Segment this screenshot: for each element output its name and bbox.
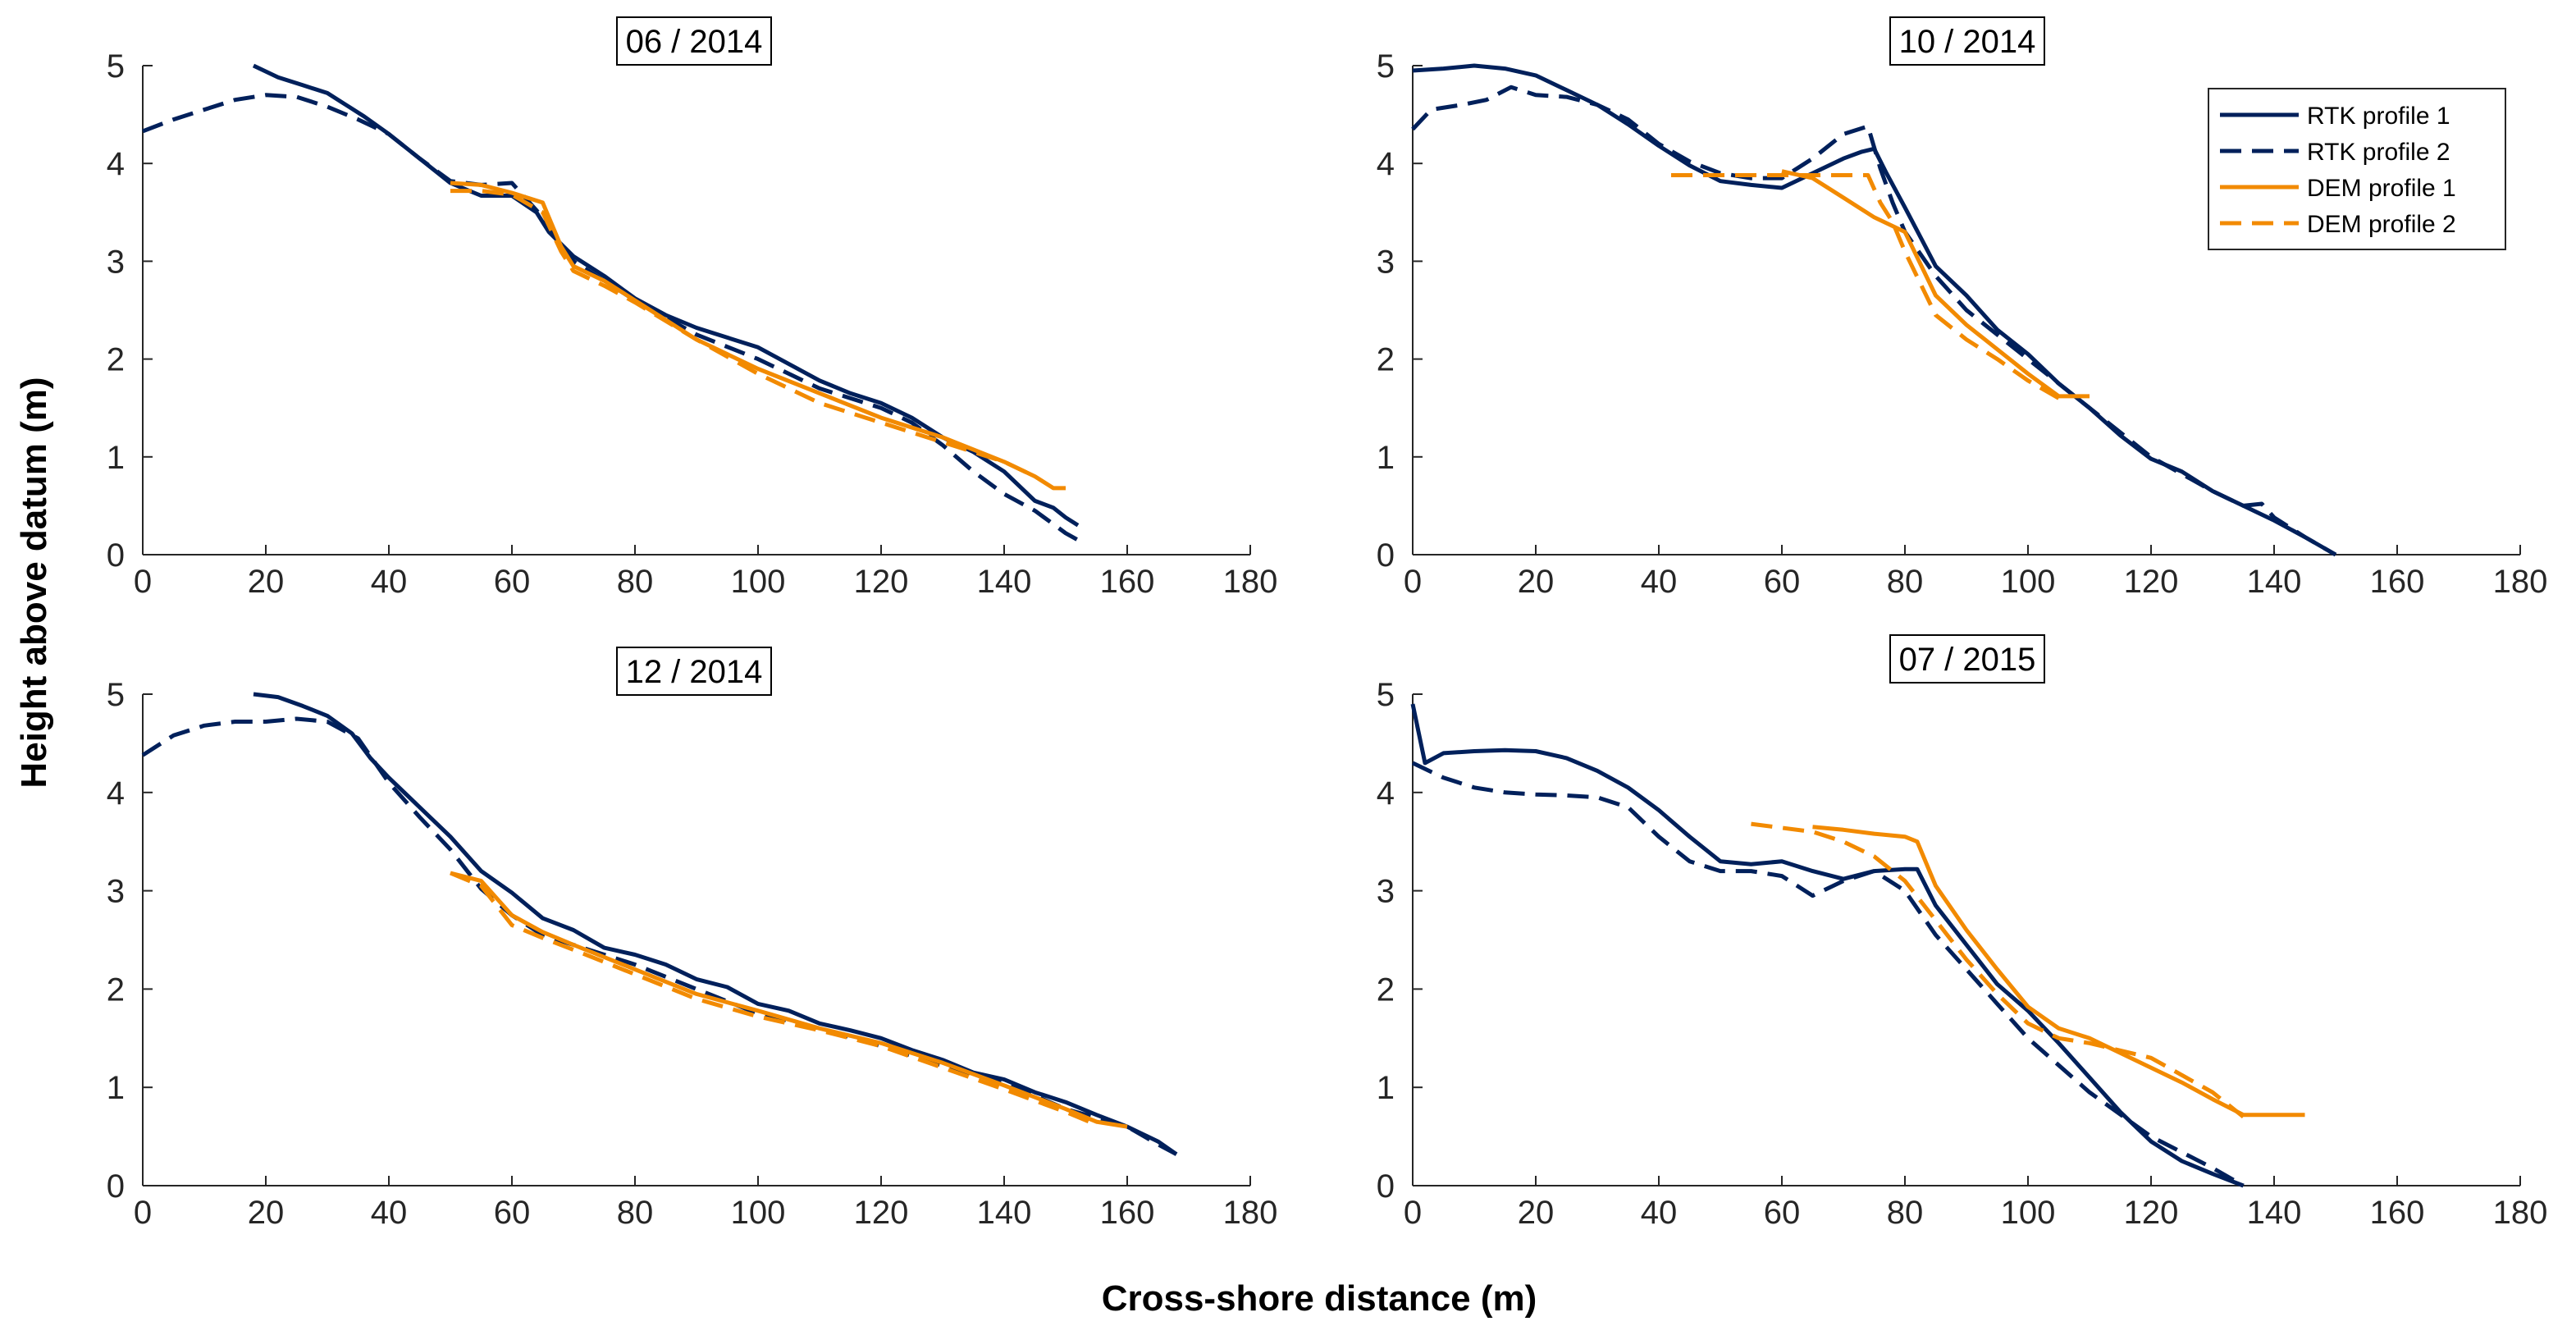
series-line-rtk-profile-2 xyxy=(1411,761,2245,1188)
series-line-dem-profile-2 xyxy=(1671,173,2060,400)
x-tick-label: 20 xyxy=(248,1195,285,1231)
x-tick-label: 180 xyxy=(2493,1195,2548,1231)
y-tick-label: 4 xyxy=(107,775,125,812)
x-tick-label: 80 xyxy=(1887,1195,1924,1231)
y-tick-label: 0 xyxy=(107,537,125,574)
y-tick-label: 0 xyxy=(1377,537,1395,574)
series-line-dem-profile-1 xyxy=(1812,825,2305,1118)
y-tick-label: 4 xyxy=(1377,775,1395,812)
y-tick-label: 5 xyxy=(107,677,125,713)
panel-title: 12 / 2014 xyxy=(626,654,763,690)
y-tick-label: 3 xyxy=(107,874,125,910)
y-tick-label: 2 xyxy=(107,972,125,1008)
x-tick-label: 120 xyxy=(854,1195,909,1231)
y-tick-label: 3 xyxy=(1377,244,1395,280)
panel-title-box xyxy=(616,16,772,66)
x-tick-label: 60 xyxy=(494,1195,531,1231)
y-tick-label: 2 xyxy=(1377,972,1395,1008)
panel-title-box xyxy=(1889,634,2045,684)
x-tick-label: 120 xyxy=(854,564,909,600)
x-tick-label: 140 xyxy=(977,1195,1032,1231)
panel-title-box xyxy=(616,647,772,696)
series-line-rtk-profile-2 xyxy=(142,93,1080,542)
x-tick-label: 0 xyxy=(1404,1195,1422,1231)
x-tick-label: 120 xyxy=(2124,1195,2179,1231)
y-tick-label: 4 xyxy=(107,146,125,182)
x-tick-label: 40 xyxy=(1641,1195,1678,1231)
x-tick-label: 140 xyxy=(2247,1195,2302,1231)
y-tick-label: 5 xyxy=(1377,677,1395,713)
y-axis-label: Height above datum (m) xyxy=(14,377,54,788)
x-tick-label: 80 xyxy=(1887,564,1924,600)
series-line-dem-profile-1 xyxy=(450,181,1066,491)
x-tick-label: 160 xyxy=(1100,1195,1155,1231)
x-tick-label: 20 xyxy=(1518,1195,1555,1231)
series-line-rtk-profile-1 xyxy=(1410,703,2245,1188)
x-tick-label: 180 xyxy=(1223,1195,1278,1231)
x-tick-label: 80 xyxy=(617,564,654,600)
x-tick-label: 40 xyxy=(371,564,408,600)
panel-title-box xyxy=(1889,16,2045,66)
x-tick-label: 120 xyxy=(2124,564,2179,600)
x-tick-label: 140 xyxy=(977,564,1032,600)
x-tick-label: 180 xyxy=(1223,564,1278,600)
series-line-rtk-profile-2 xyxy=(141,716,1178,1156)
series-line-dem-profile-2 xyxy=(1751,821,2245,1119)
y-tick-label: 1 xyxy=(107,440,125,476)
series-line-rtk-profile-1 xyxy=(253,692,1178,1156)
y-tick-label: 2 xyxy=(107,342,125,378)
legend: RTK profile 1 RTK profile 2 DEM profile 1 D… xyxy=(2208,88,2506,250)
y-tick-label: 3 xyxy=(107,244,125,280)
x-tick-label: 160 xyxy=(1100,564,1155,600)
series-line-dem-profile-1 xyxy=(450,871,1128,1129)
y-tick-label: 4 xyxy=(1377,146,1395,182)
x-tick-label: 60 xyxy=(1764,1195,1801,1231)
x-tick-label: 80 xyxy=(617,1195,654,1231)
x-tick-label: 100 xyxy=(731,1195,786,1231)
x-tick-label: 60 xyxy=(494,564,531,600)
legend-label: RTK profile 1 xyxy=(2307,103,2450,130)
x-tick-label: 100 xyxy=(731,564,786,600)
panel-title: 07 / 2015 xyxy=(1899,642,2036,678)
panel-2: 0 20 40 60 80 100 120 140 160 180 0 1 2 3 4 5 10 / 2014 xyxy=(1377,16,2548,600)
series-line-dem-profile-2 xyxy=(450,189,1036,478)
x-tick-label: 0 xyxy=(1404,564,1422,600)
x-tick-label: 60 xyxy=(1764,564,1801,600)
series-line-dem-profile-2 xyxy=(450,871,1098,1127)
legend-label: DEM profile 2 xyxy=(2307,211,2456,238)
y-tick-label: 3 xyxy=(1377,874,1395,910)
y-tick-label: 2 xyxy=(1377,342,1395,378)
panel-title: 06 / 2014 xyxy=(626,24,763,60)
panel-title: 10 / 2014 xyxy=(1899,24,2036,60)
x-tick-label: 0 xyxy=(134,1195,152,1231)
x-tick-label: 40 xyxy=(371,1195,408,1231)
panel-1: 0 20 40 60 80 100 120 140 160 180 0 1 2 3 4 5 06 / 2014 xyxy=(107,16,1278,600)
y-tick-label: 5 xyxy=(1377,48,1395,85)
legend-label: RTK profile 2 xyxy=(2307,139,2450,166)
x-tick-label: 20 xyxy=(1518,564,1555,600)
x-tick-label: 160 xyxy=(2370,564,2425,600)
x-tick-label: 0 xyxy=(134,564,152,600)
x-tick-label: 100 xyxy=(2001,564,2056,600)
y-tick-label: 5 xyxy=(107,48,125,85)
x-tick-label: 160 xyxy=(2370,1195,2425,1231)
y-tick-label: 1 xyxy=(107,1070,125,1106)
panel-3: 0 20 40 60 80 100 120 140 160 180 0 1 2 3 4 5 12 / 2014 xyxy=(107,647,1278,1231)
series-line-dem-profile-1 xyxy=(1781,169,2090,399)
x-axis-label: Cross-shore distance (m) xyxy=(1102,1278,1537,1319)
x-tick-label: 180 xyxy=(2493,564,2548,600)
y-tick-label: 1 xyxy=(1377,440,1395,476)
x-tick-label: 40 xyxy=(1641,564,1678,600)
y-tick-label: 0 xyxy=(107,1168,125,1205)
series-line-rtk-profile-2 xyxy=(1411,85,2337,557)
x-tick-label: 20 xyxy=(248,564,285,600)
y-tick-label: 1 xyxy=(1377,1070,1395,1106)
x-tick-label: 100 xyxy=(2001,1195,2056,1231)
panel-4: 0 20 40 60 80 100 120 140 160 180 0 1 2 3 4 5 07 / 2015 xyxy=(1377,634,2548,1231)
y-tick-label: 0 xyxy=(1377,1168,1395,1205)
legend-label: DEM profile 1 xyxy=(2307,175,2456,202)
x-tick-label: 140 xyxy=(2247,564,2302,600)
